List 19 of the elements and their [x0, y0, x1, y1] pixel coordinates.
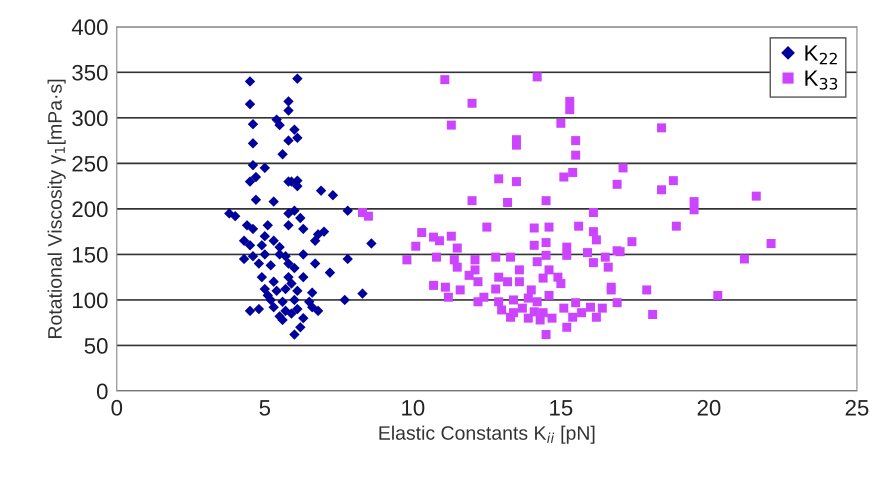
y-tick-label: 350 [72, 64, 108, 81]
legend-label: K$_{33}$ [805, 70, 838, 90]
x-tick-label: 25 [846, 400, 868, 416]
y-tick-label: 300 [72, 110, 108, 126]
y-tick-label: 0 [96, 384, 108, 400]
y-tick-label: 250 [72, 156, 108, 172]
y-tick-label: 100 [73, 292, 108, 308]
y-tick-label: 400 [72, 19, 108, 36]
legend-label: K$_{22}$ [805, 45, 837, 64]
y-tick-label: 150 [73, 246, 108, 263]
y-tick-label: 50 [84, 338, 108, 354]
x-tick-label: 10 [402, 400, 424, 416]
x-tick-label: 5 [260, 400, 270, 416]
y-axis-title: Rotational Viscosity γ$_{1}$[mPa·s] [48, 80, 66, 338]
x-tick-label: 15 [550, 400, 572, 416]
x-tick-label: 20 [698, 400, 720, 416]
x-axis-title: Elastic Constants K$_{ii}$ [pN] [379, 426, 594, 444]
x-tick-label: 0 [111, 400, 122, 416]
y-tick-label: 200 [72, 201, 108, 218]
